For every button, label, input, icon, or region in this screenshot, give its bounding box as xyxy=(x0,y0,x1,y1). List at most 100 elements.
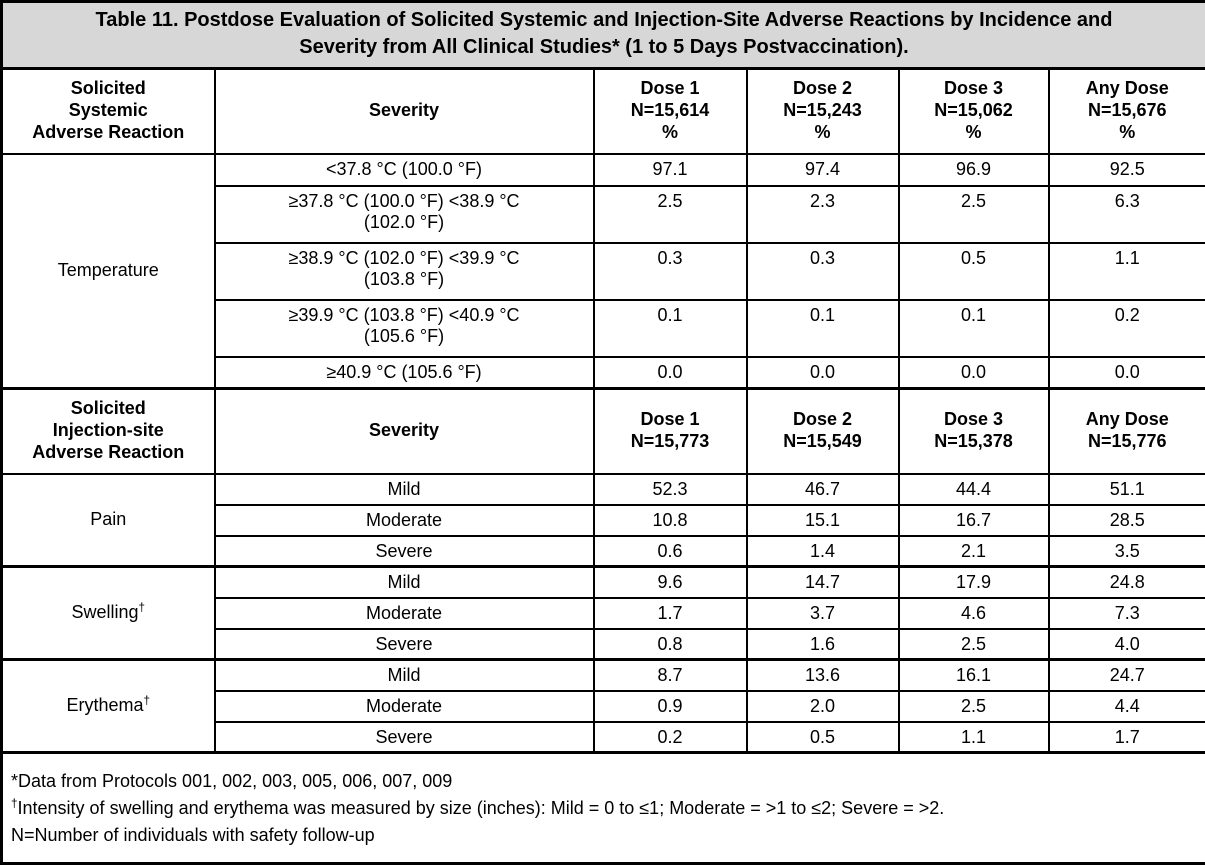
value-cell: 2.5 xyxy=(897,689,1050,723)
severity-cell: Moderate xyxy=(213,689,595,723)
value-cell: 97.1 xyxy=(592,152,748,187)
injection-reaction-header: Solicited Injection-site Adverse Reactio… xyxy=(0,387,216,475)
systemic-anydose-header: Any Dose N=15,676 % xyxy=(1047,67,1205,155)
value-cell: 1.1 xyxy=(1047,241,1205,301)
severity-cell: Mild xyxy=(213,472,595,506)
value-cell: 0.0 xyxy=(745,355,900,390)
value-cell: 0.8 xyxy=(592,627,748,661)
systemic-severity-header: Severity xyxy=(213,67,595,155)
value-cell: 17.9 xyxy=(897,565,1050,599)
value-cell: 0.2 xyxy=(592,720,748,754)
value-cell: 97.4 xyxy=(745,152,900,187)
value-cell: 0.5 xyxy=(745,720,900,754)
value-cell: 0.3 xyxy=(592,241,748,301)
value-cell: 0.1 xyxy=(897,298,1050,358)
table-row: ≥37.8 °C (100.0 °F) <38.9 °C (102.0 °F) … xyxy=(2,184,1205,244)
value-cell: 0.1 xyxy=(592,298,748,358)
value-cell: 1.7 xyxy=(592,596,748,630)
value-cell: 8.7 xyxy=(592,658,748,692)
table-row: ≥39.9 °C (103.8 °F) <40.9 °C (105.6 °F) … xyxy=(2,298,1205,358)
swelling-label-text: Swelling xyxy=(71,602,139,623)
table-row: Moderate 0.9 2.0 2.5 4.4 xyxy=(2,689,1205,723)
value-cell: 15.1 xyxy=(745,503,900,537)
table-row: Swelling† Mild 9.6 14.7 17.9 24.8 xyxy=(0,565,1205,661)
table-row: Severe 0.6 1.4 2.1 3.5 xyxy=(2,534,1205,568)
table-row: Pain Mild 52.3 46.7 44.4 51.1 xyxy=(0,472,1205,568)
systemic-header-row: Solicited Systemic Adverse Reaction Seve… xyxy=(0,67,1205,155)
value-cell: 4.6 xyxy=(897,596,1050,630)
severity-cell: Moderate xyxy=(213,596,595,630)
severity-cell: Severe xyxy=(213,627,595,661)
systemic-dose1-header: Dose 1 N=15,614 % xyxy=(592,67,748,155)
value-cell: 24.7 xyxy=(1047,658,1205,692)
value-cell: 0.3 xyxy=(745,241,900,301)
temperature-label: Temperature xyxy=(0,152,216,390)
table-row: Severe 0.2 0.5 1.1 1.7 xyxy=(2,720,1205,754)
value-cell: 0.0 xyxy=(1047,355,1205,390)
injection-severity-header: Severity xyxy=(213,387,595,475)
footnote-cell: *Data from Protocols 001, 002, 003, 005,… xyxy=(0,751,1205,865)
value-cell: 13.6 xyxy=(745,658,900,692)
injection-dose2-header: Dose 2 N=15,549 xyxy=(745,387,900,475)
severity-cell: Mild xyxy=(213,565,595,599)
table-row: ≥40.9 °C (105.6 °F) 0.0 0.0 0.0 0.0 xyxy=(2,355,1205,390)
severity-cell: ≥40.9 °C (105.6 °F) xyxy=(213,355,595,390)
table-row: Severe 0.8 1.6 2.5 4.0 xyxy=(2,627,1205,661)
value-cell: 1.1 xyxy=(897,720,1050,754)
footnote-asterisk: *Data from Protocols 001, 002, 003, 005,… xyxy=(11,770,453,791)
severity-cell: Mild xyxy=(213,658,595,692)
value-cell: 0.2 xyxy=(1047,298,1205,358)
value-cell: 0.0 xyxy=(592,355,748,390)
footnote-dagger: †Intensity of swelling and erythema was … xyxy=(11,795,1197,822)
systemic-reaction-header: Solicited Systemic Adverse Reaction xyxy=(0,67,216,155)
value-cell: 9.6 xyxy=(592,565,748,599)
injection-dose3-header: Dose 3 N=15,378 xyxy=(897,387,1050,475)
swelling-label: Swelling† xyxy=(0,565,216,661)
table-row: Moderate 10.8 15.1 16.7 28.5 xyxy=(2,503,1205,537)
value-cell: 16.1 xyxy=(897,658,1050,692)
table-title: Table 11. Postdose Evaluation of Solicit… xyxy=(0,0,1205,70)
severity-cell: Severe xyxy=(213,534,595,568)
value-cell: 4.0 xyxy=(1047,627,1205,661)
injection-header-row: Solicited Injection-site Adverse Reactio… xyxy=(0,387,1205,475)
value-cell: 1.6 xyxy=(745,627,900,661)
value-cell: 6.3 xyxy=(1047,184,1205,244)
value-cell: 2.5 xyxy=(897,627,1050,661)
swelling-dagger: † xyxy=(138,601,146,615)
erythema-dagger: † xyxy=(143,694,151,708)
value-cell: 2.1 xyxy=(897,534,1050,568)
value-cell: 2.5 xyxy=(897,184,1050,244)
footnote-row: *Data from Protocols 001, 002, 003, 005,… xyxy=(0,751,1205,865)
value-cell: 1.4 xyxy=(745,534,900,568)
systemic-dose3-header: Dose 3 N=15,062 % xyxy=(897,67,1050,155)
table-row: Erythema† Mild 8.7 13.6 16.1 24.7 xyxy=(0,658,1205,754)
value-cell: 28.5 xyxy=(1047,503,1205,537)
erythema-label: Erythema† xyxy=(0,658,216,754)
footnote-n-definition: N=Number of individuals with safety foll… xyxy=(11,824,375,845)
value-cell: 0.0 xyxy=(897,355,1050,390)
table-title-row: Table 11. Postdose Evaluation of Solicit… xyxy=(0,0,1205,70)
value-cell: 3.5 xyxy=(1047,534,1205,568)
severity-cell: <37.8 °C (100.0 °F) xyxy=(213,152,595,187)
value-cell: 92.5 xyxy=(1047,152,1205,187)
value-cell: 14.7 xyxy=(745,565,900,599)
injection-dose1-header: Dose 1 N=15,773 xyxy=(592,387,748,475)
table-row: ≥38.9 °C (102.0 °F) <39.9 °C (103.8 °F) … xyxy=(2,241,1205,301)
value-cell: 96.9 xyxy=(897,152,1050,187)
erythema-label-text: Erythema xyxy=(66,695,144,716)
severity-cell: Severe xyxy=(213,720,595,754)
value-cell: 2.3 xyxy=(745,184,900,244)
value-cell: 44.4 xyxy=(897,472,1050,506)
systemic-dose2-header: Dose 2 N=15,243 % xyxy=(745,67,900,155)
value-cell: 0.9 xyxy=(592,689,748,723)
value-cell: 7.3 xyxy=(1047,596,1205,630)
footnote-dagger-text: Intensity of swelling and erythema was m… xyxy=(17,797,945,818)
footnote-dagger-marker: † xyxy=(11,796,18,810)
value-cell: 1.7 xyxy=(1047,720,1205,754)
value-cell: 2.5 xyxy=(592,184,748,244)
pain-label: Pain xyxy=(0,472,216,568)
value-cell: 3.7 xyxy=(745,596,900,630)
table-row: Temperature <37.8 °C (100.0 °F) 97.1 97.… xyxy=(0,152,1205,390)
